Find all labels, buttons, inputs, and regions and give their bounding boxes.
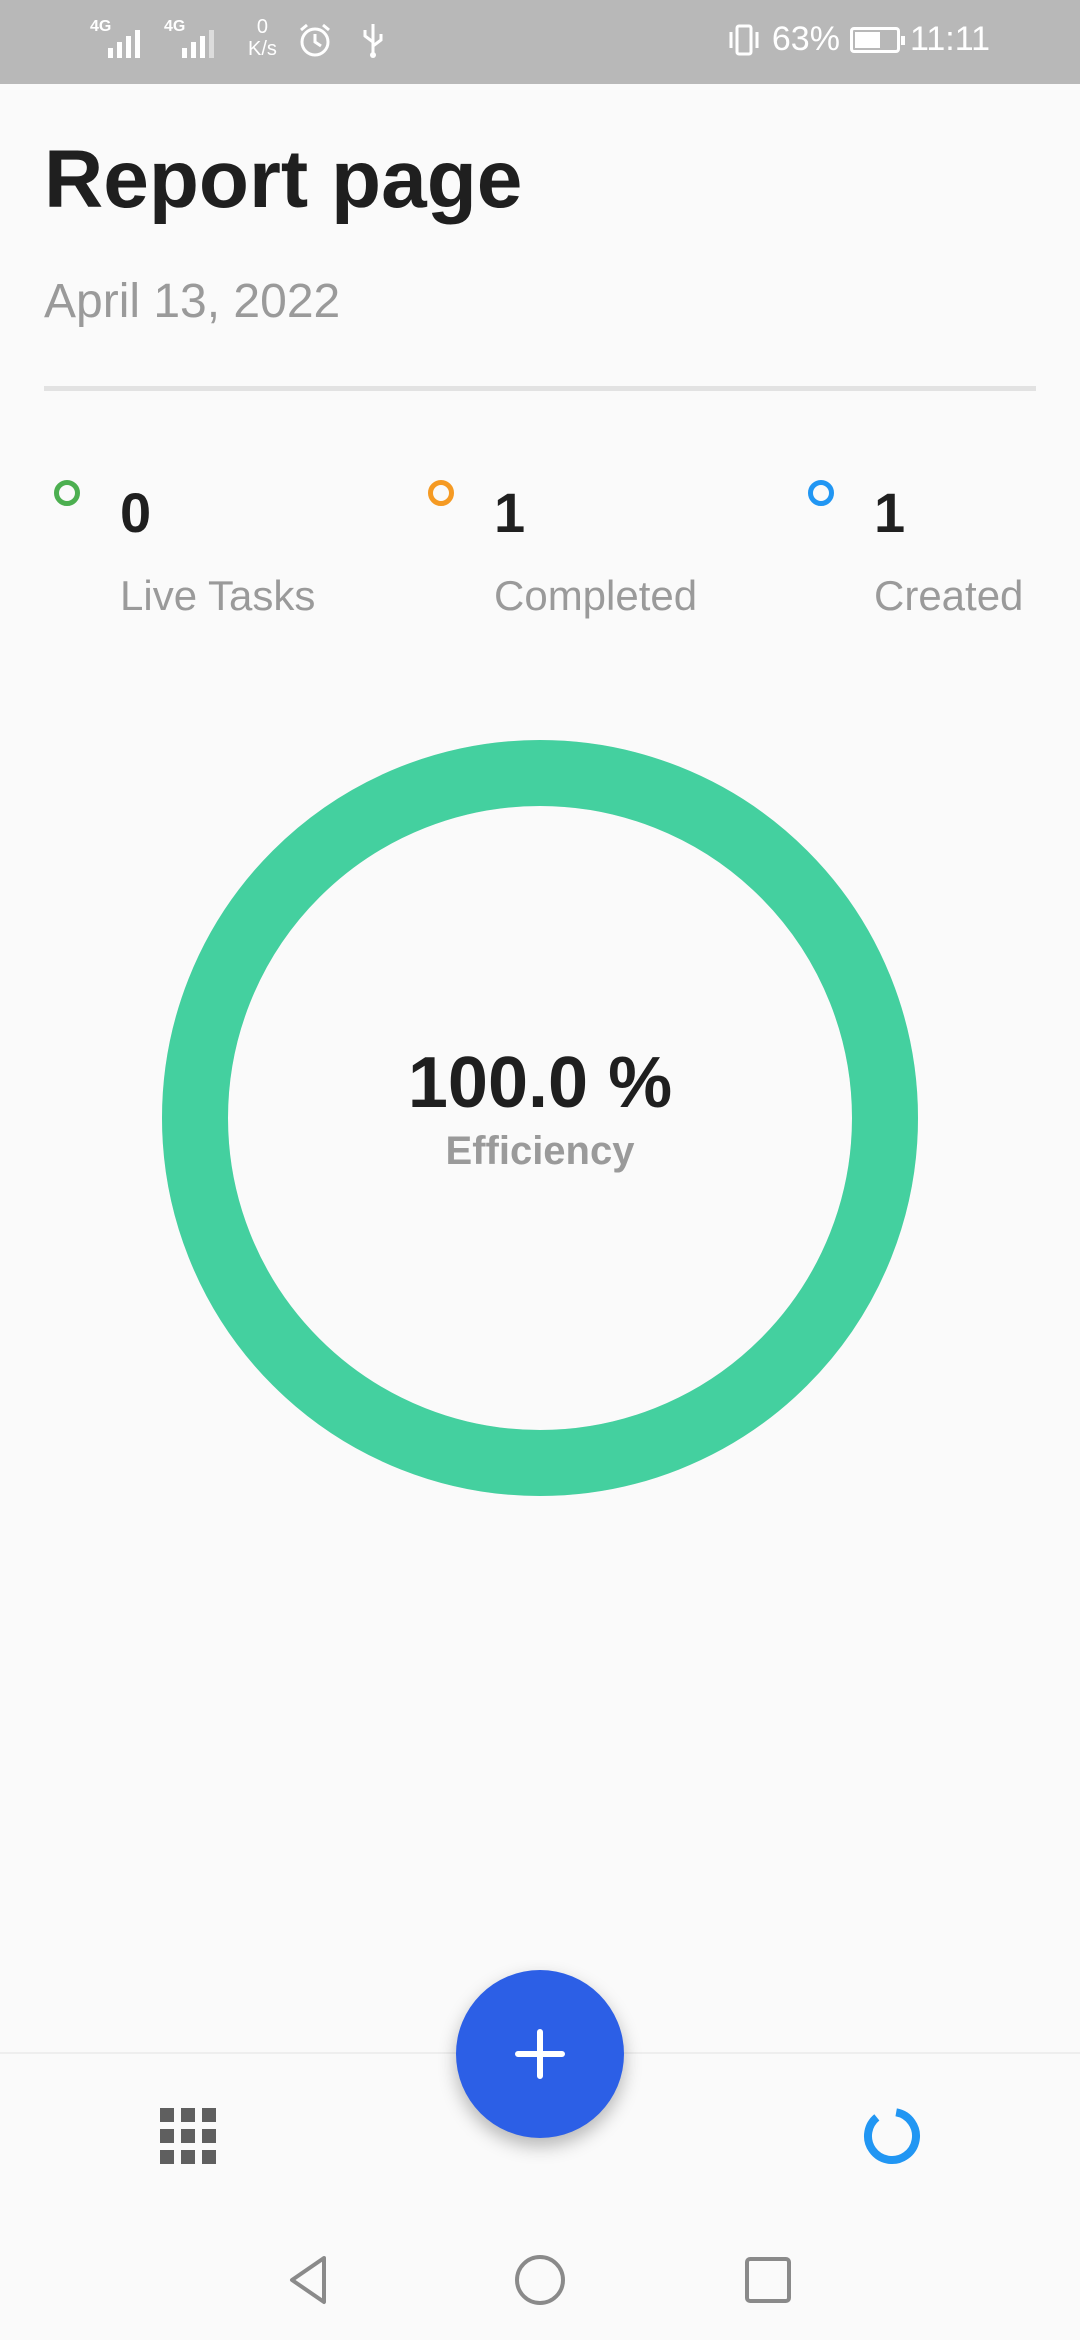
recents-square-icon[interactable] bbox=[738, 2250, 798, 2310]
created-dot-icon bbox=[808, 480, 834, 506]
completed-label: Completed bbox=[494, 572, 698, 619]
efficiency-label: Efficiency bbox=[445, 1129, 635, 1173]
battery-icon bbox=[849, 26, 905, 53]
header-divider bbox=[44, 386, 1036, 391]
usb-icon bbox=[363, 24, 383, 58]
back-triangle-icon[interactable] bbox=[280, 2250, 340, 2310]
signal-2-icon: 4G bbox=[164, 16, 220, 60]
page-title: Report page bbox=[44, 134, 523, 225]
live-tasks-label: Live Tasks bbox=[120, 572, 316, 619]
page-date: April 13, 2022 bbox=[44, 275, 341, 328]
status-bar: 4G 4G 0 K/s bbox=[0, 0, 1080, 84]
clock: 11:11 bbox=[909, 20, 990, 58]
net-speed: 0 K/s bbox=[248, 16, 277, 60]
efficiency-ring-progress bbox=[162, 740, 918, 1496]
live-tasks-value: 0 bbox=[120, 481, 152, 544]
battery-percent: 63% bbox=[771, 20, 840, 58]
network-type-2: 4G bbox=[164, 18, 186, 35]
vibrate-icon bbox=[729, 24, 759, 55]
completed-dot-icon bbox=[428, 480, 454, 506]
efficiency-value: 100.0 % bbox=[407, 1043, 673, 1123]
alarm-icon bbox=[299, 23, 330, 57]
network-type-1: 4G bbox=[90, 18, 112, 35]
created-label: Created bbox=[874, 572, 1024, 619]
home-circle-icon[interactable] bbox=[510, 2250, 570, 2310]
net-speed-unit: K/s bbox=[248, 38, 277, 60]
net-speed-value: 0 bbox=[256, 16, 269, 38]
signal-1-icon: 4G bbox=[90, 16, 146, 60]
plus-icon bbox=[515, 2029, 565, 2079]
status-left-group: 4G 4G 0 K/s bbox=[90, 16, 393, 60]
efficiency-donut bbox=[162, 740, 918, 1496]
add-task-fab[interactable] bbox=[456, 1970, 624, 2138]
donut-chart-icon[interactable] bbox=[860, 2104, 924, 2168]
efficiency-center: 100.0 % Efficiency bbox=[160, 1040, 920, 1176]
live-tasks-dot-icon bbox=[54, 480, 80, 506]
status-right-group: 63% 11:11 bbox=[726, 20, 990, 59]
system-nav-bar bbox=[0, 2218, 1080, 2340]
completed-value: 1 bbox=[494, 481, 526, 544]
grid-icon[interactable] bbox=[160, 2108, 216, 2164]
created-value: 1 bbox=[874, 481, 906, 544]
